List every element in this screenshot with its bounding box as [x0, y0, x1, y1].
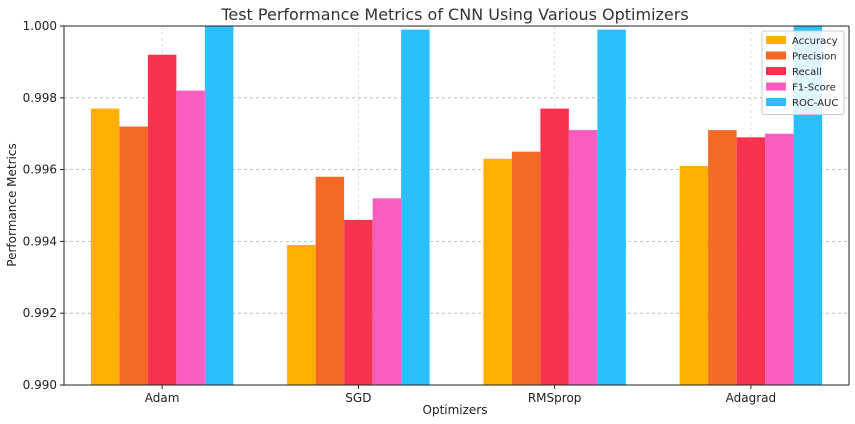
legend-swatch — [766, 51, 786, 60]
legend: Accuracy Precision Recall F1-Score ROC-AUC — [761, 30, 845, 115]
bar-precision-rmsprop — [511, 151, 541, 385]
legend-entry: Precision — [792, 52, 837, 63]
bar-accuracy-adagrad — [679, 166, 709, 385]
bars-layer — [90, 26, 823, 386]
bar-precision-sgd — [315, 176, 345, 385]
bar-accuracy-adam — [90, 108, 120, 385]
axes-layer: 0.990 0.992 0.994 0.996 0.998 1.000 Adam SGD RMS… — [23, 19, 850, 405]
chart-title: Test Performance Metrics of CNN Using Va… — [220, 5, 688, 24]
bar-f1-score-adagrad — [765, 133, 794, 385]
legend-entry: ROC-AUC — [792, 98, 838, 109]
x-axis-label: Optimizers — [423, 403, 488, 417]
bar-f1-score-adam — [176, 90, 205, 386]
bar-recall-rmsprop — [540, 108, 569, 385]
y-axis-label: Performance Metrics — [5, 143, 19, 266]
bar-recall-sgd — [344, 219, 373, 385]
bar-f1-score-sgd — [372, 198, 402, 385]
x-tick-label: Adagrad — [726, 391, 777, 405]
legend-entry: F1-Score — [792, 83, 836, 94]
legend-swatch — [766, 67, 786, 75]
x-tick-label: SGD — [345, 391, 371, 405]
bar-recall-adagrad — [736, 137, 766, 385]
y-tick-label: 0.990 — [23, 378, 57, 392]
bar-roc-auc-rmsprop — [597, 29, 626, 386]
y-tick-label: 0.996 — [23, 163, 57, 177]
legend-entry: Recall — [792, 67, 822, 78]
legend-swatch — [766, 82, 786, 91]
x-tick-label: RMSprop — [528, 391, 582, 405]
bar-precision-adam — [119, 126, 148, 386]
bar-accuracy-sgd — [287, 244, 316, 385]
bar-roc-auc-adam — [204, 26, 234, 385]
bar-accuracy-rmsprop — [483, 158, 512, 385]
y-tick-label: 1.000 — [23, 19, 57, 33]
bar-roc-auc-sgd — [401, 29, 430, 386]
x-tick-label: Adam — [145, 391, 180, 405]
y-tick-label: 0.998 — [23, 91, 57, 105]
legend-entry: Accuracy — [792, 36, 838, 47]
bar-f1-score-rmsprop — [568, 130, 598, 385]
legend-swatch — [766, 98, 786, 106]
bar-precision-adagrad — [708, 130, 737, 385]
legend-swatch — [766, 36, 786, 44]
y-tick-label: 0.992 — [23, 306, 57, 320]
bar-recall-adam — [147, 54, 177, 385]
y-tick-label: 0.994 — [23, 234, 57, 248]
